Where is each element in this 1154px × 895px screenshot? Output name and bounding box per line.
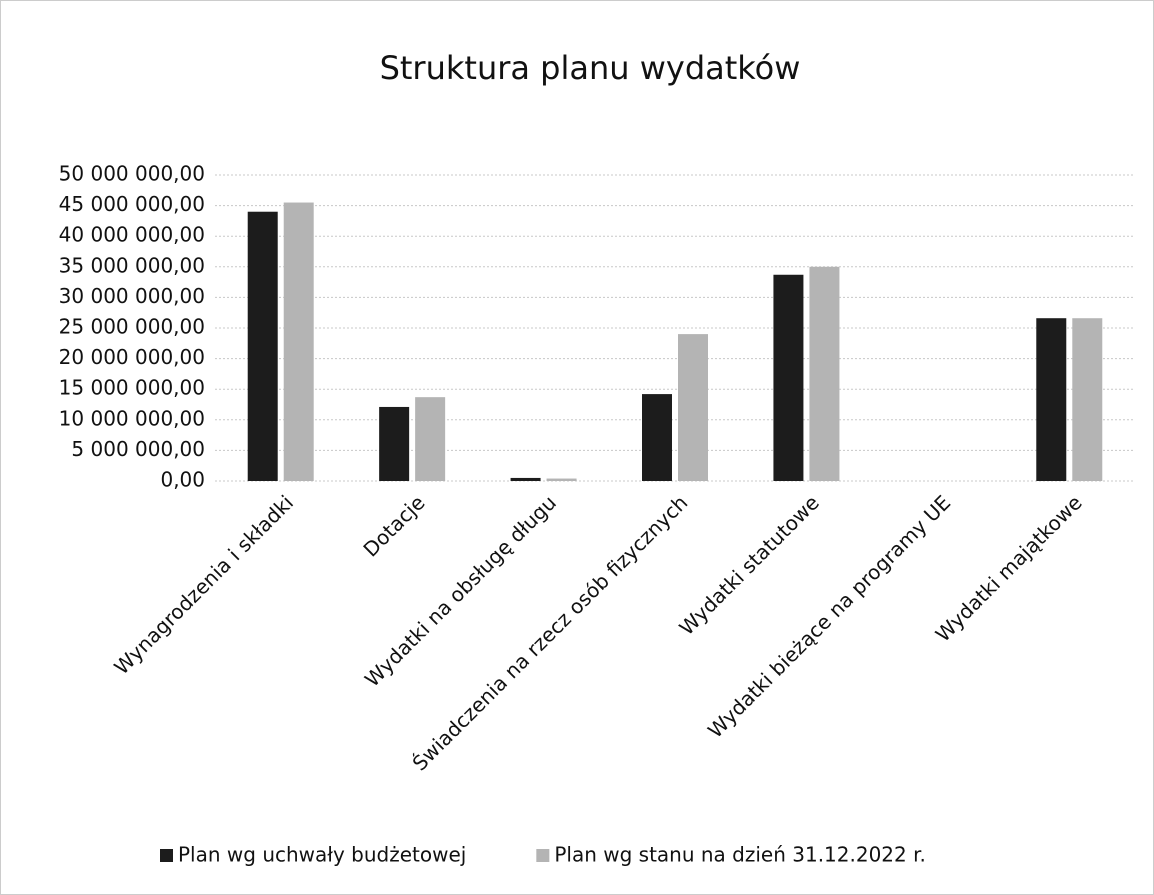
bar [283, 202, 314, 482]
y-tick-label: 40 000 000,00 [59, 223, 205, 247]
legend-swatch [160, 849, 173, 862]
bar [379, 406, 410, 481]
legend-swatch [536, 849, 550, 862]
legend-label: Plan wg uchwały budżetowej [178, 843, 466, 867]
bar [546, 478, 577, 481]
bar [247, 211, 278, 481]
legend-label: Plan wg stanu na dzień 31.12.2022 r. [554, 843, 926, 867]
bar [773, 274, 804, 481]
y-tick-label: 30 000 000,00 [59, 284, 205, 308]
y-tick-label: 45 000 000,00 [59, 192, 205, 216]
y-tick-label: 35 000 000,00 [59, 253, 205, 277]
bar [415, 397, 446, 481]
bar [510, 477, 541, 481]
chart-title: Struktura planu wydatków [380, 49, 801, 87]
y-tick-label: 50 000 000,00 [59, 162, 205, 186]
y-tick-label: 0,00 [160, 468, 205, 492]
y-tick-label: 20 000 000,00 [59, 345, 205, 369]
y-tick-label: 25 000 000,00 [59, 315, 205, 339]
y-tick-label: 15 000 000,00 [59, 376, 205, 400]
bar [1036, 318, 1067, 481]
bar [809, 266, 840, 481]
bar [642, 394, 672, 481]
y-tick-label: 10 000 000,00 [59, 406, 205, 430]
y-tick-label: 5 000 000,00 [71, 437, 205, 461]
bar [1072, 318, 1103, 481]
bar [678, 334, 708, 481]
